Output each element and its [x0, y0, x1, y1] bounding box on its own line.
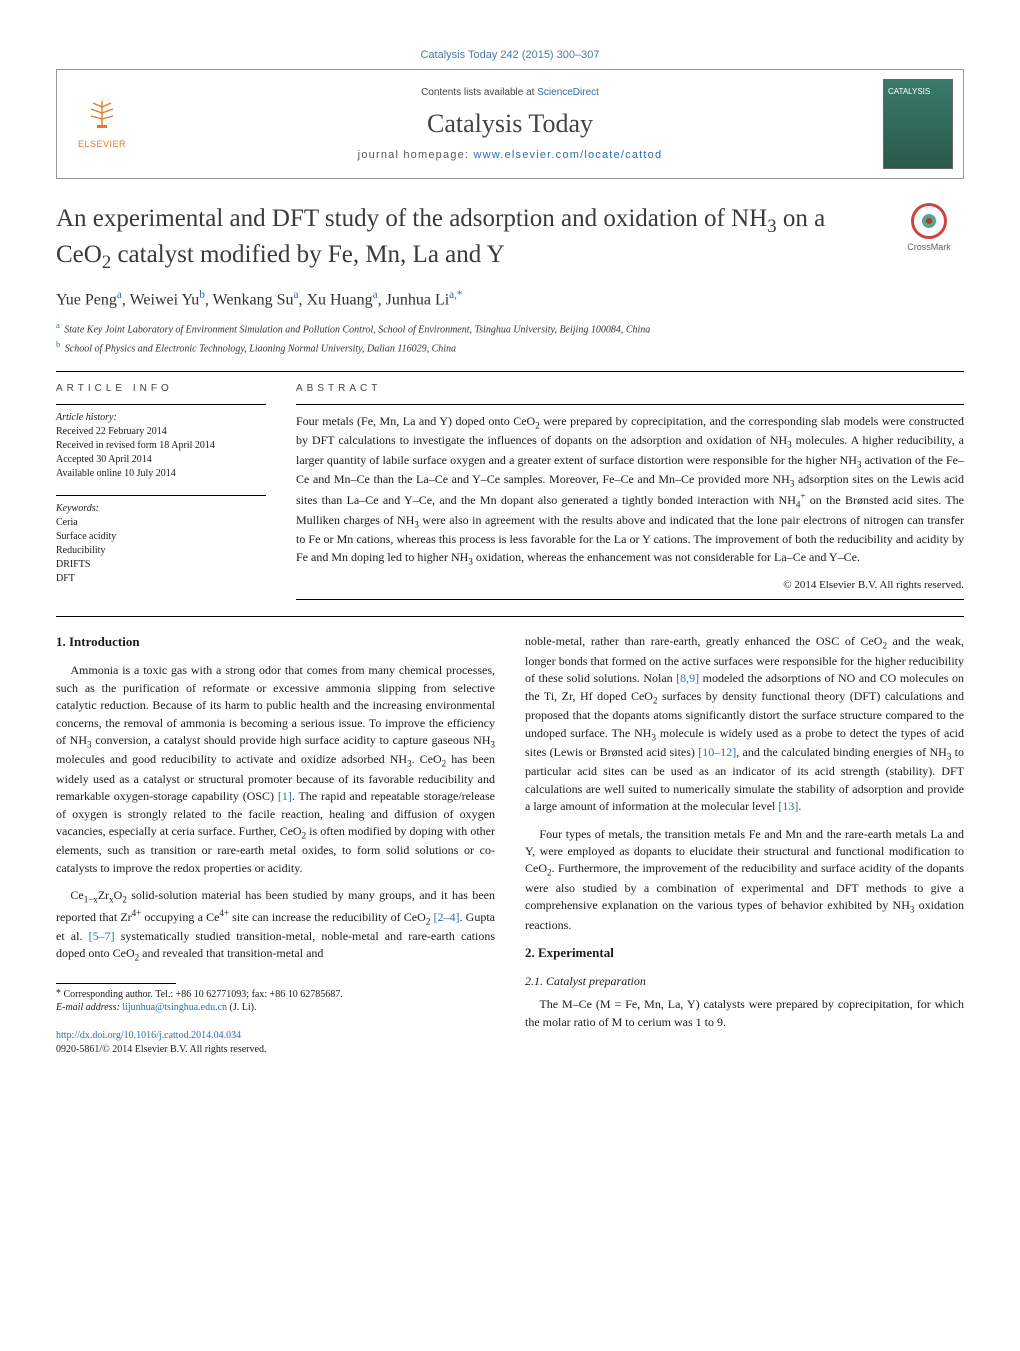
email-who: (J. Li).: [230, 1002, 257, 1013]
contents-prefix: Contents lists available at: [421, 87, 537, 98]
affiliation-sup: a: [56, 320, 60, 330]
affiliation-sup: b: [56, 339, 60, 349]
keywords-heading: Keywords:: [56, 502, 266, 516]
affiliation-list: a State Key Joint Laboratory of Environm…: [56, 320, 964, 357]
body-paragraph: noble-metal, rather than rare-earth, gre…: [525, 633, 964, 815]
divider: [56, 371, 964, 372]
cover-thumb-box: [873, 70, 963, 178]
homepage-prefix: journal homepage:: [358, 149, 474, 161]
homepage-link[interactable]: www.elsevier.com/locate/cattod: [473, 149, 662, 161]
crossmark-badge[interactable]: CrossMark: [894, 203, 964, 254]
sciencedirect-link[interactable]: ScienceDirect: [537, 87, 599, 98]
corresponding-author-footnote: * Corresponding author. Tel.: +86 10 627…: [56, 988, 495, 1015]
body-left-column: 1. Introduction Ammonia is a toxic gas w…: [56, 633, 495, 1057]
body-right-column: noble-metal, rather than rare-earth, gre…: [525, 633, 964, 1057]
abstract-copyright: © 2014 Elsevier B.V. All rights reserved…: [296, 578, 964, 593]
divider: [296, 599, 964, 600]
keyword: Reducibility: [56, 544, 266, 558]
article-info-heading: ARTICLE INFO: [56, 382, 266, 396]
keywords-block: Keywords: Ceria Surface acidity Reducibi…: [56, 502, 266, 586]
journal-header: ELSEVIER Contents lists available at Sci…: [56, 69, 964, 179]
crossmark-icon: [911, 203, 947, 239]
header-center: Contents lists available at ScienceDirec…: [147, 70, 873, 178]
affiliation: b School of Physics and Electronic Techn…: [56, 339, 964, 356]
journal-reference: Catalysis Today 242 (2015) 300–307: [56, 48, 964, 63]
doi-block: http://dx.doi.org/10.1016/j.cattod.2014.…: [56, 1029, 495, 1058]
divider: [56, 616, 964, 617]
history-heading: Article history:: [56, 411, 266, 425]
publisher-name: ELSEVIER: [78, 138, 126, 151]
issn-copyright-line: 0920-5861/© 2014 Elsevier B.V. All right…: [56, 1044, 266, 1055]
body-paragraph: Ce1−xZrxO2 solid-solution material has b…: [56, 887, 495, 965]
doi-link[interactable]: http://dx.doi.org/10.1016/j.cattod.2014.…: [56, 1030, 241, 1041]
divider: [296, 404, 964, 405]
affiliation-text: School of Physics and Electronic Technol…: [65, 344, 456, 355]
section-heading-experimental: 2. Experimental: [525, 944, 964, 963]
body-columns: 1. Introduction Ammonia is a toxic gas w…: [56, 633, 964, 1057]
corresponding-email-link[interactable]: lijunhua@tsinghua.edu.cn: [122, 1002, 227, 1013]
article-title: An experimental and DFT study of the ads…: [56, 203, 882, 274]
affiliation-text: State Key Joint Laboratory of Environmen…: [64, 324, 650, 335]
email-label: E-mail address:: [56, 1002, 122, 1013]
keyword: DRIFTS: [56, 558, 266, 572]
body-paragraph: Ammonia is a toxic gas with a strong odo…: [56, 662, 495, 877]
elsevier-logo: ELSEVIER: [78, 99, 126, 151]
section-heading-introduction: 1. Introduction: [56, 633, 495, 652]
homepage-line: journal homepage: www.elsevier.com/locat…: [358, 148, 663, 163]
affiliation: a State Key Joint Laboratory of Environm…: [56, 320, 964, 337]
keyword: Surface acidity: [56, 530, 266, 544]
author-list: Yue Penga, Weiwei Yub, Wenkang Sua, Xu H…: [56, 288, 964, 312]
history-line: Accepted 30 April 2014: [56, 453, 266, 467]
footnote-symbol: *: [56, 988, 61, 999]
history-line: Received 22 February 2014: [56, 425, 266, 439]
journal-title: Catalysis Today: [427, 106, 593, 142]
footnote-separator: [56, 983, 176, 984]
body-paragraph: The M–Ce (M = Fe, Mn, La, Y) catalysts w…: [525, 996, 964, 1031]
article-history: Article history: Received 22 February 20…: [56, 411, 266, 481]
abstract-heading: ABSTRACT: [296, 382, 964, 396]
keyword: Ceria: [56, 516, 266, 530]
history-line: Received in revised form 18 April 2014: [56, 439, 266, 453]
footnote-line: Corresponding author. Tel.: +86 10 62771…: [64, 989, 343, 1000]
elsevier-tree-icon: [78, 99, 126, 134]
keyword: DFT: [56, 572, 266, 586]
abstract-column: ABSTRACT Four metals (Fe, Mn, La and Y) …: [296, 382, 964, 601]
divider: [56, 404, 266, 405]
history-line: Available online 10 July 2014: [56, 467, 266, 481]
divider: [56, 495, 266, 496]
journal-cover-thumbnail: [883, 79, 953, 169]
subsection-heading-catalyst-prep: 2.1. Catalyst preparation: [525, 973, 964, 990]
publisher-logo-box: ELSEVIER: [57, 70, 147, 178]
contents-lists-line: Contents lists available at ScienceDirec…: [421, 86, 599, 100]
abstract-text: Four metals (Fe, Mn, La and Y) doped ont…: [296, 413, 964, 568]
crossmark-label: CrossMark: [907, 242, 951, 252]
body-paragraph: Four types of metals, the transition met…: [525, 826, 964, 934]
article-info-column: ARTICLE INFO Article history: Received 2…: [56, 382, 266, 601]
